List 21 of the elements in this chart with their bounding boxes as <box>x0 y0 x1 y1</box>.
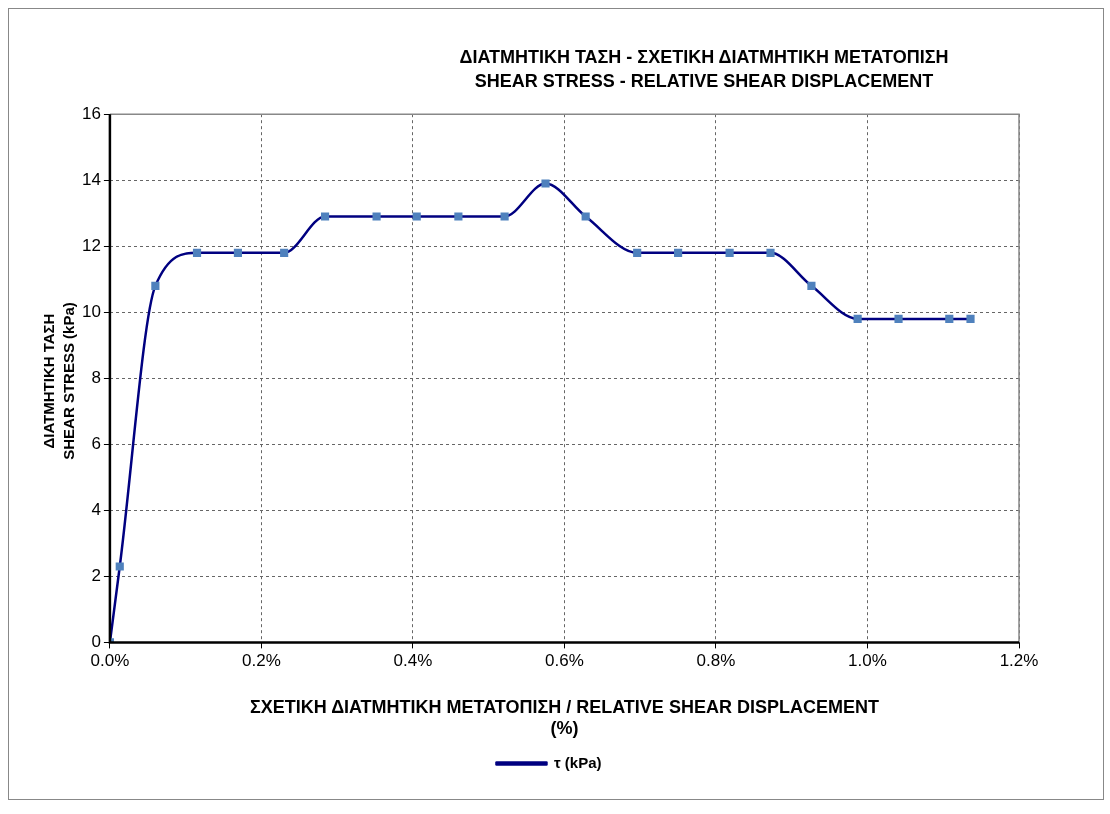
y-tick-label: 0 <box>91 632 101 652</box>
y-tick-label: 16 <box>81 103 101 123</box>
x-tick-label: 0.8% <box>696 651 736 671</box>
legend-label: τ (kPa) <box>553 753 602 771</box>
y-tick-label: 10 <box>81 301 101 321</box>
y-tick-label: 8 <box>91 367 101 387</box>
y-tick-label: 14 <box>81 169 101 189</box>
y-tick-label: 4 <box>91 500 101 520</box>
x-axis-title: ΣΧΕΤΙΚΗ ΔΙΑΤΜΗΤΙΚΗ ΜΕΤΑΤΟΠΙΣΗ / RELATIVE SHEAR DISPLACEMENT (%) <box>250 696 879 739</box>
y-tick-label: 6 <box>91 434 101 454</box>
x-tick-label: 1.0% <box>848 651 887 671</box>
y-tick-label: 2 <box>91 566 101 586</box>
x-tick-label: 0.4% <box>393 651 433 671</box>
chart-subtitle: SHEAR STRESS - RELATIVE SHEAR DISPLACEMENT <box>473 70 935 93</box>
x-tick-label: 0.6% <box>545 651 584 671</box>
y-tick-label: 12 <box>81 235 101 255</box>
x-tick-label: 1.2% <box>999 651 1039 671</box>
x-tick-label: 0.2% <box>242 651 281 671</box>
chart-title: ΔΙΑΤΜΗΤΙΚΗ ΤΑΣΗ - ΣΧΕΤΙΚΗ ΔΙΑΤΜΗΤΙΚΗ ΜΕΤΑΤΟΠΙΣΗ <box>458 46 950 69</box>
x-tick-label: 0.0% <box>90 651 130 671</box>
y-axis-title: ΔΙΑΤΜΗΤΙΚΗ ΤΑΣΗ SHEAR STRESS (kPa) <box>39 301 78 462</box>
